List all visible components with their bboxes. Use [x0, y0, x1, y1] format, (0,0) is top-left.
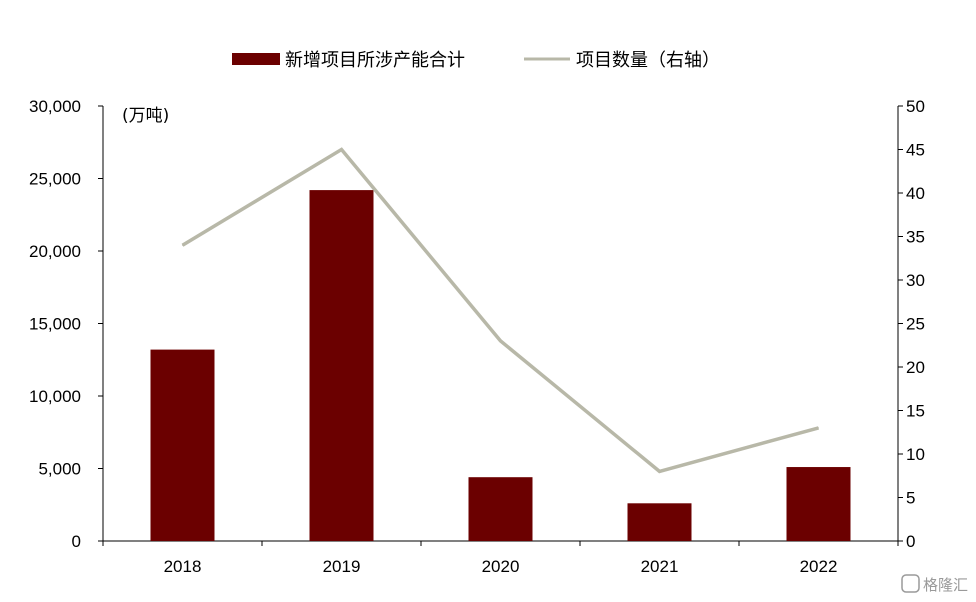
legend: 新增项目所涉产能合计 项目数量（右轴）: [232, 50, 720, 71]
x-axis-ticks: 2018 2019 2020 2021 2022: [102, 541, 899, 576]
left-tick-label: 25,000: [29, 170, 81, 189]
y-axis-unit-label: (万吨): [122, 106, 169, 126]
left-axis-ticks: 0 5,000 10,000 15,000 20,000 25,000 30,000: [29, 97, 103, 551]
left-tick-label: 10,000: [29, 387, 81, 406]
right-tick-label: 30: [906, 271, 925, 290]
x-tick-label: 2020: [482, 557, 520, 576]
bar-series: [150, 190, 851, 541]
legend-bar-swatch: [232, 53, 280, 65]
legend-bar-label: 新增项目所涉产能合计: [285, 50, 465, 71]
x-tick-label: 2021: [641, 557, 679, 576]
right-tick-label: 45: [906, 141, 925, 160]
left-axis: 0 5,000 10,000 15,000 20,000 25,000 30,000: [29, 97, 104, 551]
left-tick-label: 15,000: [29, 315, 81, 334]
legend-line-label: 项目数量（右轴）: [576, 50, 720, 71]
bar: [786, 467, 851, 541]
right-axis-ticks: 0 5 10 15 20 25 30 35 40 45 50: [898, 97, 925, 551]
bar: [627, 503, 692, 541]
right-tick-label: 20: [906, 358, 925, 377]
line-series: [181, 147, 819, 474]
bar: [468, 477, 533, 541]
x-tick-label: 2019: [323, 557, 361, 576]
x-tick-label: 2018: [164, 557, 202, 576]
line-point: [500, 340, 501, 342]
right-tick-label: 0: [906, 532, 915, 551]
watermark-text: 格隆汇: [923, 576, 968, 594]
bar: [309, 190, 374, 541]
right-tick-label: 10: [906, 445, 925, 464]
right-tick-label: 25: [906, 315, 925, 334]
left-tick-label: 5,000: [38, 460, 81, 479]
left-tick-label: 20,000: [29, 242, 81, 261]
right-tick-label: 15: [906, 402, 925, 421]
left-tick-label: 0: [72, 532, 81, 551]
line-point: [182, 244, 183, 246]
watermark: 格隆汇: [901, 574, 968, 594]
bar: [150, 349, 215, 541]
left-tick-label: 30,000: [29, 97, 81, 116]
line-point: [659, 470, 660, 472]
line-point: [341, 149, 342, 150]
series-line: [181, 147, 819, 474]
right-axis: 0 5 10 15 20 25 30 35 40 45 50: [897, 97, 925, 551]
line-point: [818, 427, 819, 429]
x-tick-label: 2022: [800, 557, 838, 576]
watermark-logo-icon: [901, 574, 920, 593]
x-axis: 2018 2019 2020 2021 2022: [102, 540, 899, 576]
right-tick-label: 40: [906, 184, 925, 203]
right-tick-label: 50: [906, 97, 925, 116]
right-tick-label: 5: [906, 489, 915, 508]
right-tick-label: 35: [906, 228, 925, 247]
